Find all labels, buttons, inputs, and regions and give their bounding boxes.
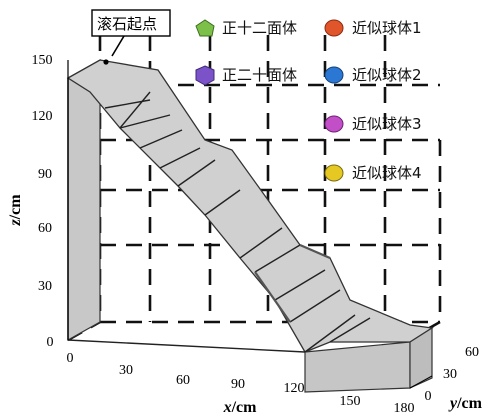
z-axis-ticks: 0 30 60 90 120 150 bbox=[32, 53, 54, 350]
x-tick: 180 bbox=[394, 401, 415, 416]
legend-label: 正十二面体 bbox=[222, 19, 297, 37]
svg-text:z/cm: z/cm bbox=[7, 194, 24, 227]
x-tick: 60 bbox=[176, 373, 190, 388]
z-tick: 90 bbox=[38, 167, 52, 182]
slope-body bbox=[66, 58, 434, 393]
sphere-icon bbox=[324, 19, 344, 37]
z-tick: 120 bbox=[32, 109, 53, 124]
x-axis-name: x bbox=[223, 399, 232, 416]
start-label-box bbox=[91, 9, 171, 37]
sphere-icon bbox=[324, 66, 344, 84]
legend-item: 近似球体2 bbox=[324, 66, 422, 84]
z-tick: 30 bbox=[38, 279, 52, 294]
x-axis-ticks: 0 30 60 90 120 150 180 bbox=[67, 351, 415, 416]
y-tick: 30 bbox=[443, 367, 457, 382]
x-axis-unit: /cm bbox=[231, 399, 258, 416]
z-axis-label: z/cm bbox=[7, 194, 24, 227]
legend-label: 近似球体4 bbox=[352, 164, 422, 182]
axes bbox=[67, 60, 69, 340]
y-tick: 60 bbox=[465, 345, 479, 360]
start-label: 滚石起点 bbox=[97, 15, 157, 33]
sphere-icon bbox=[324, 115, 344, 133]
y-axis-name: y bbox=[448, 395, 458, 412]
legend-label: 近似球体2 bbox=[352, 66, 422, 84]
svg-text:x/cm: x/cm bbox=[223, 399, 258, 416]
legend-item: 正二十面体 bbox=[195, 65, 297, 86]
x-tick: 30 bbox=[119, 363, 133, 378]
z-axis-unit: /cm bbox=[7, 194, 24, 221]
svg-text:y/cm: y/cm bbox=[448, 395, 483, 412]
legend-item: 近似球体4 bbox=[324, 164, 422, 182]
y-axis-unit: /cm bbox=[456, 395, 483, 412]
x-tick: 90 bbox=[231, 377, 245, 392]
legend-label: 近似球体1 bbox=[352, 19, 422, 37]
legend-label: 近似球体3 bbox=[352, 115, 422, 133]
legend: 正十二面体 近似球体1 正二十面体 近似球体2 近似球体3 近似球体4 bbox=[195, 19, 422, 182]
legend-label: 正二十面体 bbox=[222, 66, 297, 84]
z-tick: 0 bbox=[47, 335, 54, 350]
legend-item: 正十二面体 bbox=[195, 19, 297, 37]
y-axis-label: y/cm bbox=[448, 395, 483, 412]
legend-item: 近似球体1 bbox=[324, 19, 422, 37]
z-tick: 60 bbox=[38, 221, 52, 236]
x-tick: 120 bbox=[284, 381, 305, 396]
sphere-icon bbox=[324, 164, 344, 182]
y-axis-ticks: 0 30 60 bbox=[409, 345, 479, 404]
z-axis-name: z bbox=[7, 219, 24, 227]
rock-start-marker: 滚石起点 bbox=[91, 9, 171, 65]
x-axis-label: x/cm bbox=[223, 399, 258, 416]
dodecahedron-icon bbox=[195, 19, 215, 37]
icosahedron-icon bbox=[195, 65, 215, 86]
slope-segments bbox=[104, 91, 371, 353]
x-tick: 0 bbox=[67, 351, 74, 366]
y-tick: 0 bbox=[425, 389, 432, 404]
legend-item: 近似球体3 bbox=[324, 115, 422, 133]
z-tick: 150 bbox=[32, 53, 53, 68]
x-tick: 150 bbox=[340, 394, 361, 409]
